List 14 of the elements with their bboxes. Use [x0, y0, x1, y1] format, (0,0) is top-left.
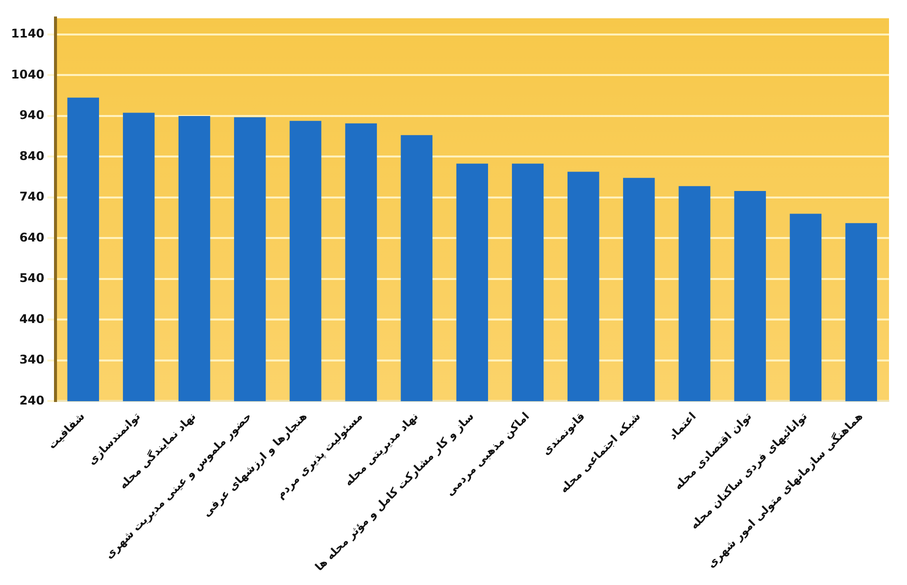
x-tick-label: شفافیت	[45, 410, 88, 452]
x-tick-label: قانونمندی	[540, 410, 588, 458]
x-tick-label: توانمندسازی	[85, 410, 143, 468]
y-tick-label: 640	[19, 230, 44, 244]
y-tick-label: 1140	[10, 26, 44, 41]
y-tick-label: 340	[19, 352, 44, 367]
x-tick-label: اعتماد	[666, 410, 699, 442]
y-tick-label: 740	[19, 190, 44, 204]
y-tick-label: 540	[19, 271, 44, 286]
y-tick-label: 840	[19, 148, 44, 163]
y-tick-label: 440	[19, 312, 44, 326]
y-tick-label: 240	[19, 393, 44, 408]
y-tick-label: 940	[19, 108, 44, 122]
y-tick-label: 1040	[10, 67, 44, 82]
